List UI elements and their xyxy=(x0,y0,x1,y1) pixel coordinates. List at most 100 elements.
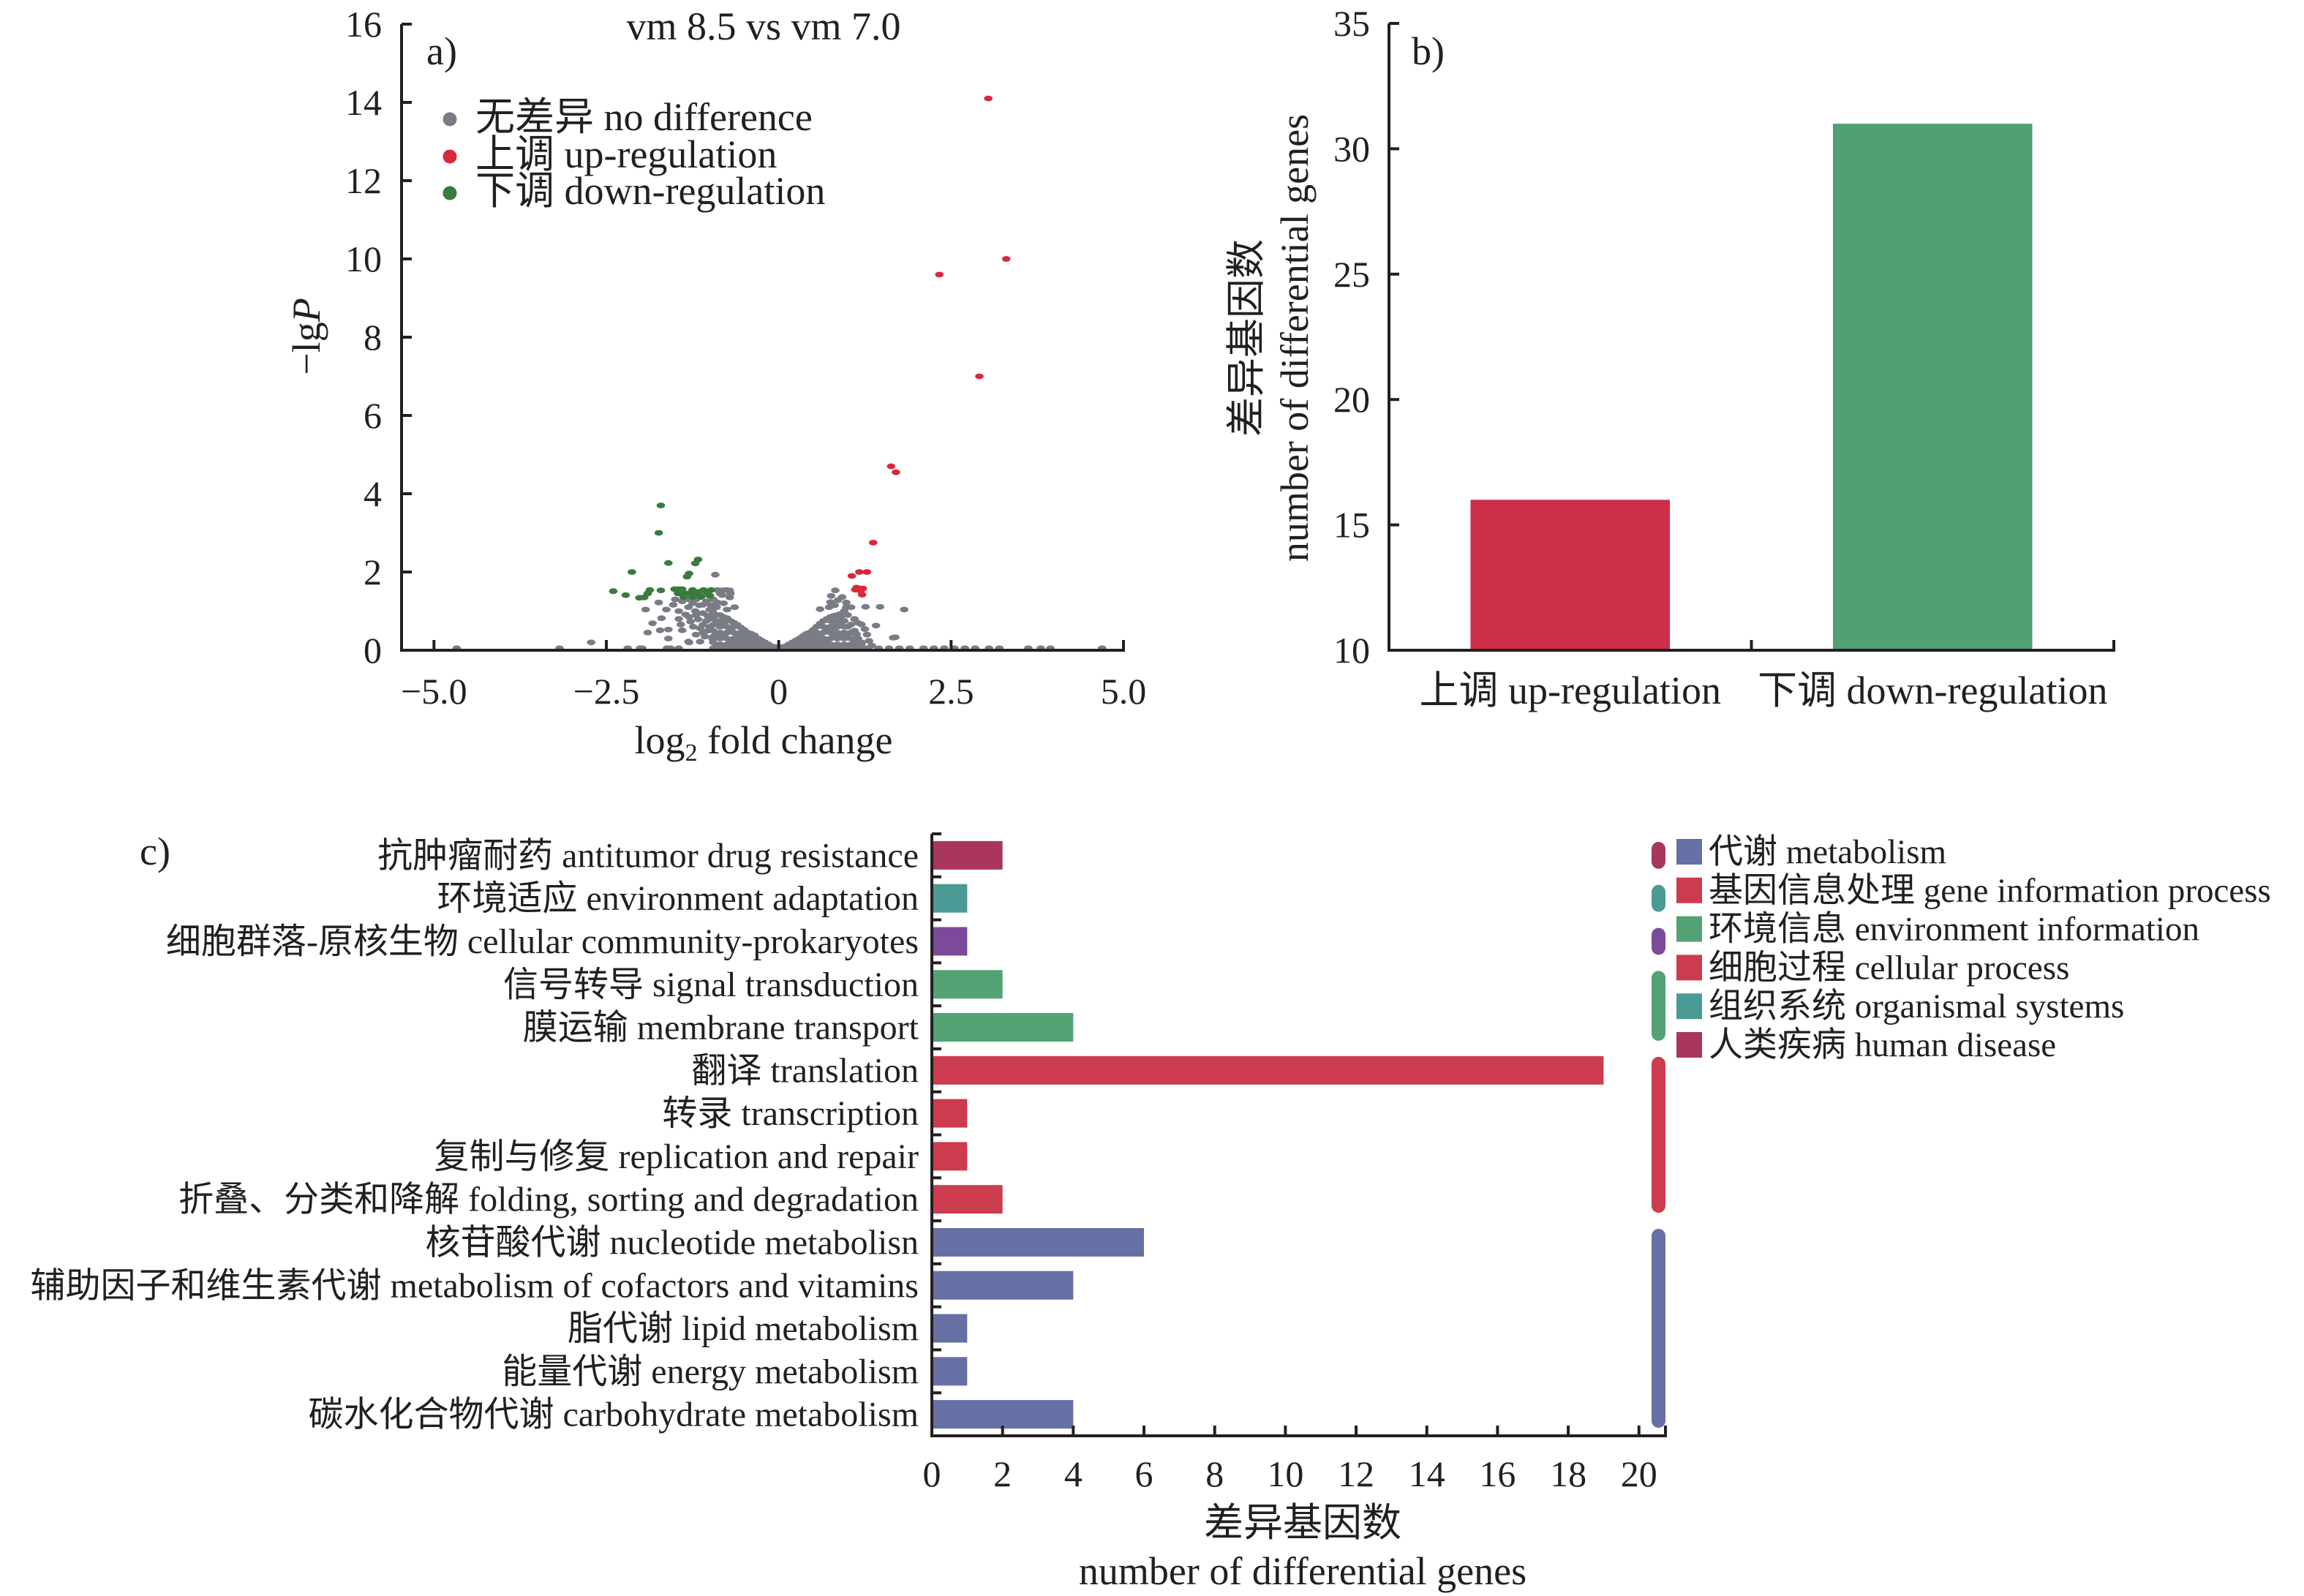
legend-swatch xyxy=(1676,955,1702,981)
legend-label: 基因信息处理 gene information process xyxy=(1709,872,2271,910)
no-difference-point xyxy=(846,604,856,610)
no-difference-point xyxy=(862,631,872,638)
panel-b-label: b) xyxy=(1412,29,1445,73)
no-difference-point xyxy=(822,616,832,622)
category-label: 能量代谢 energy metabolism xyxy=(502,1352,919,1391)
no-difference-point xyxy=(719,632,728,639)
category-label: 抗肿瘤耐药 antitumor drug resistance xyxy=(377,836,919,875)
no-difference-point xyxy=(876,603,884,610)
no-difference-point xyxy=(889,635,897,641)
no-difference-point xyxy=(703,628,712,634)
panel-a-y-axis-title: −lgP xyxy=(285,298,328,374)
down-regulation-point xyxy=(674,590,682,597)
no-difference-point xyxy=(726,618,735,624)
down-regulation-point xyxy=(654,530,663,536)
y-tick-label: 0 xyxy=(364,630,382,671)
down-regulation-point xyxy=(628,569,636,575)
no-difference-point xyxy=(852,631,861,637)
panel-c-category-labels: 抗肿瘤耐药 antitumor drug resistance 环境适应 envi… xyxy=(31,836,919,1434)
x-tick-label: 16 xyxy=(1479,1453,1516,1494)
legend-label: 环境信息 environment information xyxy=(1709,911,2199,949)
bar xyxy=(933,1099,968,1128)
no-difference-point xyxy=(733,622,742,628)
y-tick-label: 4 xyxy=(364,473,382,514)
up-regulation-point xyxy=(862,569,872,575)
up-regulation-point xyxy=(1001,256,1011,262)
no-difference-point xyxy=(850,637,859,644)
no-difference-point xyxy=(739,632,749,639)
no-difference-point xyxy=(664,636,673,641)
y-axis-title-prefix: −lg xyxy=(285,322,328,374)
no-difference-point xyxy=(822,627,832,633)
no-difference-point xyxy=(900,606,908,613)
no-difference-point xyxy=(809,627,818,633)
up-regulation-point xyxy=(847,573,857,579)
no-difference-point xyxy=(850,644,859,650)
no-difference-point xyxy=(816,631,824,637)
no-difference-point xyxy=(674,608,683,614)
bar xyxy=(933,1142,968,1171)
category-label: 辅助因子和维生素代谢 metabolism of cofactors and v… xyxy=(31,1266,919,1305)
no-difference-point xyxy=(861,603,870,610)
legend-label: 组织系统 organismal systems xyxy=(1709,987,2124,1025)
legend-item-metabolism: 代谢 metabolism xyxy=(1676,833,1946,871)
down-regulation-point xyxy=(696,594,705,601)
legend-marker-gray-dot xyxy=(443,112,457,127)
y-tick-label: 14 xyxy=(345,82,382,123)
legend-swatch xyxy=(1676,993,1702,1020)
y-tick-label: 10 xyxy=(345,238,382,279)
no-difference-point xyxy=(809,637,818,644)
panel-c-x-axis-title-cn: 差异基因数 xyxy=(1204,1501,1401,1545)
no-difference-point xyxy=(685,639,693,646)
no-difference-point xyxy=(662,606,671,613)
category-label: 转录 transcription xyxy=(662,1094,919,1133)
category-label-up-regulation: 上调 up-regulation xyxy=(1420,669,1721,712)
no-difference-point xyxy=(788,643,797,650)
no-difference-point xyxy=(747,639,756,646)
panel-a-title: vm 8.5 vs vm 7.0 xyxy=(626,4,900,48)
bar-down-regulation xyxy=(1832,124,2033,650)
up-regulation-point xyxy=(857,587,865,594)
x-tick-label: 12 xyxy=(1338,1453,1374,1494)
legend-item-cellular-process: 细胞过程 cellular process xyxy=(1676,949,2069,987)
x-tick-label: 8 xyxy=(1205,1453,1224,1494)
no-difference-point xyxy=(677,598,687,604)
x-tick-label: 0 xyxy=(769,671,788,712)
no-difference-point xyxy=(837,632,846,639)
x-tick-label: 18 xyxy=(1550,1453,1586,1494)
no-difference-point xyxy=(802,639,811,646)
up-regulation-point xyxy=(855,569,864,575)
no-difference-point xyxy=(733,639,742,645)
panel-c-pathway-bar-chart: c) 抗肿瘤耐药 antitumor drug resistance 环境适应 e… xyxy=(31,829,2271,1593)
group-bracket-organismal-systems xyxy=(1652,884,1665,912)
no-difference-point xyxy=(833,597,843,603)
no-difference-point xyxy=(689,624,698,630)
no-difference-point xyxy=(708,636,717,642)
no-difference-point xyxy=(719,600,728,606)
no-difference-point xyxy=(816,606,824,612)
down-regulation-point xyxy=(682,573,692,580)
legend-item-environment-information: 环境信息 environment information xyxy=(1676,911,2199,949)
no-difference-point xyxy=(726,590,735,597)
legend-item-no-difference: 无差异 no difference xyxy=(443,95,813,139)
x-tick-label: 20 xyxy=(1621,1453,1657,1494)
bar xyxy=(933,1400,1074,1429)
panel-b-bar-chart: 上调 up-regulation 下调 down-regulation 10 15 2… xyxy=(1224,3,2115,712)
no-difference-point xyxy=(657,615,666,621)
no-difference-point xyxy=(655,627,665,633)
no-difference-point xyxy=(830,625,839,631)
bar xyxy=(933,970,1003,999)
category-label: 膜运输 membrane transport xyxy=(523,1009,919,1047)
x-tick-label: −5.0 xyxy=(401,671,467,712)
no-difference-point xyxy=(816,639,824,645)
no-difference-point xyxy=(695,602,704,609)
no-difference-point xyxy=(836,620,846,626)
no-difference-point xyxy=(699,622,707,628)
x-tick-label: 6 xyxy=(1135,1453,1153,1494)
x-axis-title-subscript: 2 xyxy=(685,739,698,767)
no-difference-point xyxy=(854,620,862,626)
no-difference-point xyxy=(843,612,852,618)
no-difference-point xyxy=(648,620,657,626)
no-difference-point xyxy=(715,590,725,597)
legend-item-down-regulation: 下调 down-regulation xyxy=(443,169,825,213)
